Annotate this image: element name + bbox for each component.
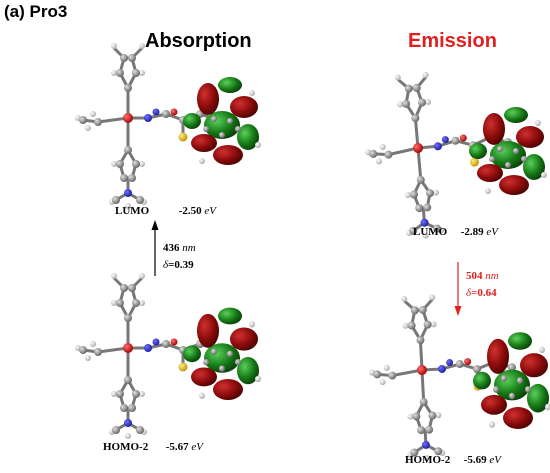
panel-label: (a) Pro3: [4, 2, 68, 21]
emission-homo-molecule: [363, 288, 550, 466]
emission-title: Emission: [408, 30, 497, 52]
orbital-energy: -5.69: [463, 454, 487, 466]
absorption-transition: 436 nm δ=0.39: [163, 240, 196, 274]
delta-symbol: δ: [466, 287, 472, 299]
absorption-homo-molecule: [73, 271, 261, 441]
orbital-name: LUMO: [115, 205, 150, 217]
transition-wavelength: 504: [466, 270, 483, 282]
energy-unit: eV: [489, 454, 501, 466]
orbital-name: HOMO-2: [405, 454, 451, 466]
arrow-up-icon: [151, 220, 159, 276]
delta-symbol: δ: [163, 259, 169, 271]
orbital-name: LUMO: [413, 226, 448, 238]
energy-unit: eV: [204, 205, 217, 217]
absorption-homo-label: HOMO-2 -5.67 eV: [103, 441, 203, 453]
orbital-energy: -5.67: [165, 441, 189, 453]
emission-transition: 504 nm δ=0.64: [466, 268, 499, 302]
absorption-title: Absorption: [145, 30, 252, 52]
energy-unit: eV: [486, 226, 499, 238]
energy-unit: eV: [191, 441, 203, 453]
orbital-name: HOMO-2: [103, 441, 149, 453]
transition-wavelength: 436: [163, 242, 180, 254]
orbital-energy: -2.89: [460, 226, 484, 238]
arrow-down-icon: [454, 262, 462, 316]
absorption-lumo-label: LUMO -2.50 eV: [115, 205, 216, 217]
emission-lumo-label: LUMO -2.89 eV: [413, 226, 498, 238]
emission-lumo-molecule: [357, 63, 547, 245]
wavelength-unit: nm: [485, 270, 499, 282]
orbital-energy: -2.50: [178, 205, 202, 217]
delta-value: =0.64: [471, 287, 497, 299]
delta-value: =0.39: [168, 259, 194, 271]
absorption-lumo-molecule: [73, 41, 261, 211]
emission-homo-label: HOMO-2 -5.69 eV: [405, 454, 501, 466]
wavelength-unit: nm: [182, 242, 196, 254]
